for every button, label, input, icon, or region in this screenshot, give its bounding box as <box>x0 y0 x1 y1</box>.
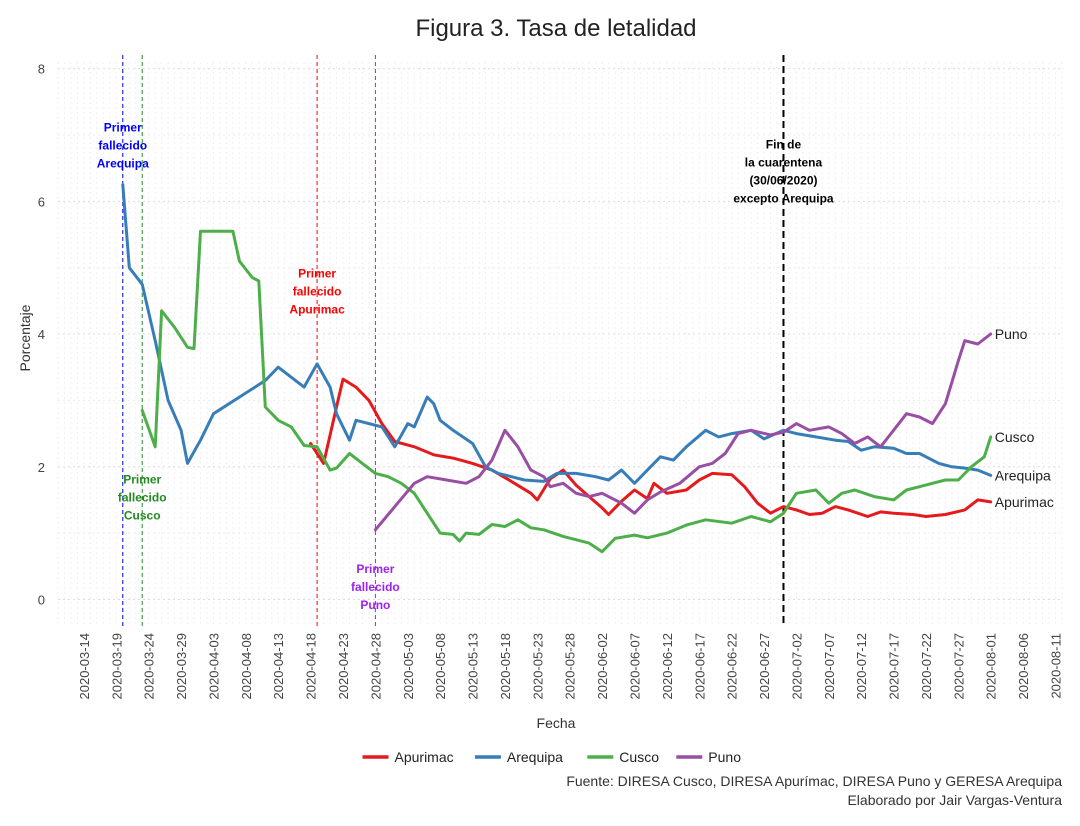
x-tick-label: 2020-05-28 <box>563 633 578 700</box>
series-line-puno <box>373 332 993 532</box>
y-tick-label: 2 <box>38 460 45 475</box>
caption-source: Fuente: DIRESA Cusco, DIRESA Apurímac, D… <box>566 773 1062 789</box>
x-tick-label: 2020-07-17 <box>887 633 902 700</box>
end-label-puno: Puno <box>995 326 1028 342</box>
legend-label-puno: Puno <box>708 749 741 765</box>
y-axis-label: Porcentaje <box>17 304 33 371</box>
x-tick-label: 2020-08-11 <box>1049 633 1064 699</box>
event-annotation: Primer fallecido Apurimac <box>289 267 345 317</box>
x-axis-label: Fecha <box>537 715 576 731</box>
x-tick-label: 2020-04-28 <box>368 633 383 700</box>
x-tick-label: 2020-04-23 <box>336 633 351 700</box>
end-label-cusco: Cusco <box>995 429 1035 445</box>
series-line-cusco <box>140 229 993 554</box>
legend-label-apurimac: Apurimac <box>395 749 454 765</box>
event-annotation: Primer fallecido Cusco <box>118 472 167 522</box>
event-annotation: Primer fallecido Puno <box>351 562 400 612</box>
series-line-arequipa <box>121 183 993 485</box>
y-tick-label: 0 <box>38 592 45 607</box>
x-tick-label: 2020-04-08 <box>239 633 254 700</box>
x-tick-label: 2020-05-23 <box>530 633 545 700</box>
x-tick-label: 2020-06-22 <box>725 633 740 700</box>
y-axis-ticks: 0 2 4 6 8 <box>38 62 45 608</box>
series-lines <box>121 183 993 554</box>
x-tick-label: 2020-05-13 <box>466 633 481 700</box>
end-label-apurimac: Apurimac <box>995 494 1054 510</box>
x-tick-label: 2020-07-12 <box>854 633 869 700</box>
x-tick-label: 2020-04-18 <box>304 633 319 700</box>
x-tick-label: 2020-06-02 <box>595 633 610 700</box>
x-tick-label: 2020-03-14 <box>77 633 92 700</box>
x-tick-label: 2020-03-24 <box>142 633 157 700</box>
x-axis-ticks: 2020-03-14 2020-03-19 2020-03-24 2020-03-29… <box>77 633 1064 700</box>
x-tick-label: 2020-04-03 <box>206 633 221 700</box>
x-tick-label: 2020-05-18 <box>498 633 513 700</box>
x-tick-label: 2020-03-29 <box>174 633 189 700</box>
end-label-arequipa: Arequipa <box>995 467 1051 483</box>
series-end-labels: Apurimac Arequipa Cusco Puno <box>995 326 1054 510</box>
event-annotations: Primer fallecido Arequipa Primer fallecido Cu… <box>97 121 834 612</box>
y-tick-label: 8 <box>38 62 45 77</box>
x-tick-label: 2020-07-07 <box>822 633 837 700</box>
legend-label-cusco: Cusco <box>619 749 659 765</box>
event-annotation: Fin de la cuarentena (30/06/2020) excepto A… <box>733 137 834 205</box>
x-tick-label: 2020-03-19 <box>109 633 124 700</box>
x-tick-label: 2020-05-03 <box>401 633 416 700</box>
x-tick-label: 2020-08-06 <box>1016 633 1031 700</box>
legend-label-arequipa: Arequipa <box>507 749 563 765</box>
x-tick-label: 2020-06-12 <box>660 633 675 700</box>
x-tick-label: 2020-04-13 <box>271 633 286 700</box>
event-lines <box>122 55 785 626</box>
x-tick-label: 2020-08-01 <box>984 633 999 700</box>
x-tick-label: 2020-05-08 <box>433 633 448 700</box>
y-tick-label: 4 <box>38 327 45 342</box>
y-tick-label: 6 <box>38 194 45 209</box>
x-tick-label: 2020-07-27 <box>951 633 966 700</box>
x-tick-label: 2020-07-02 <box>789 633 804 700</box>
chart-title: Figura 3. Tasa de letalidad <box>415 15 696 42</box>
caption-author: Elaborado por Jair Vargas-Ventura <box>847 792 1062 808</box>
grid-lines <box>57 62 1063 626</box>
x-tick-label: 2020-06-17 <box>692 633 707 700</box>
x-tick-label: 2020-07-22 <box>919 633 934 700</box>
x-tick-label: 2020-06-27 <box>757 633 772 700</box>
x-tick-label: 2020-06-07 <box>627 633 642 700</box>
event-annotation: Primer fallecido Arequipa <box>97 121 149 171</box>
legend: Apurimac Arequipa Cusco Puno <box>362 749 741 765</box>
